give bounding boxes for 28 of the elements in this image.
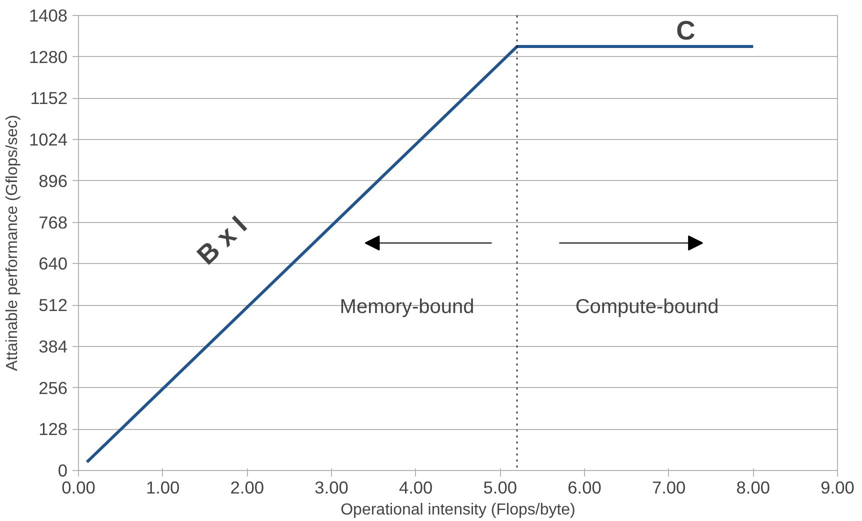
x-tick-label: 9.00 — [820, 478, 854, 498]
x-tick-label: 5.00 — [483, 478, 518, 498]
annotation: C — [676, 16, 696, 46]
x-tick-label: 2.00 — [230, 478, 264, 498]
y-tick-label: 1408 — [28, 6, 68, 26]
y-tick-label: 1280 — [28, 46, 68, 67]
y-tick-label: 256 — [38, 378, 68, 398]
y-tick-label: 0 — [58, 460, 68, 480]
y-tick-label: 512 — [38, 295, 68, 316]
y-tick-label: 384 — [38, 336, 68, 356]
y-tick-label: 896 — [38, 170, 68, 191]
annotation: Compute-bound — [575, 296, 719, 318]
x-tick-label: 8.00 — [736, 478, 770, 498]
x-tick-label: 3.00 — [314, 478, 348, 498]
y-tick-label: 128 — [38, 419, 68, 440]
x-tick-label: 7.00 — [652, 478, 686, 498]
y-tick-label: 1024 — [28, 130, 68, 150]
x-tick-label: 6.00 — [568, 478, 602, 498]
y-tick-label: 1152 — [30, 88, 68, 108]
y-axis-title: Attainable performance (Gflops/sec) — [4, 114, 21, 372]
y-tick-label: 768 — [38, 212, 68, 232]
y-tick-label: 640 — [38, 254, 68, 274]
x-tick-label: 1.00 — [146, 478, 180, 498]
x-tick-label: 4.00 — [398, 478, 433, 498]
annotation: Memory-bound — [340, 296, 474, 318]
x-tick-label: 0.00 — [62, 478, 96, 498]
annotation: B x I — [191, 210, 253, 271]
x-axis-title: Operational intensity (Flops/byte) — [340, 502, 576, 518]
